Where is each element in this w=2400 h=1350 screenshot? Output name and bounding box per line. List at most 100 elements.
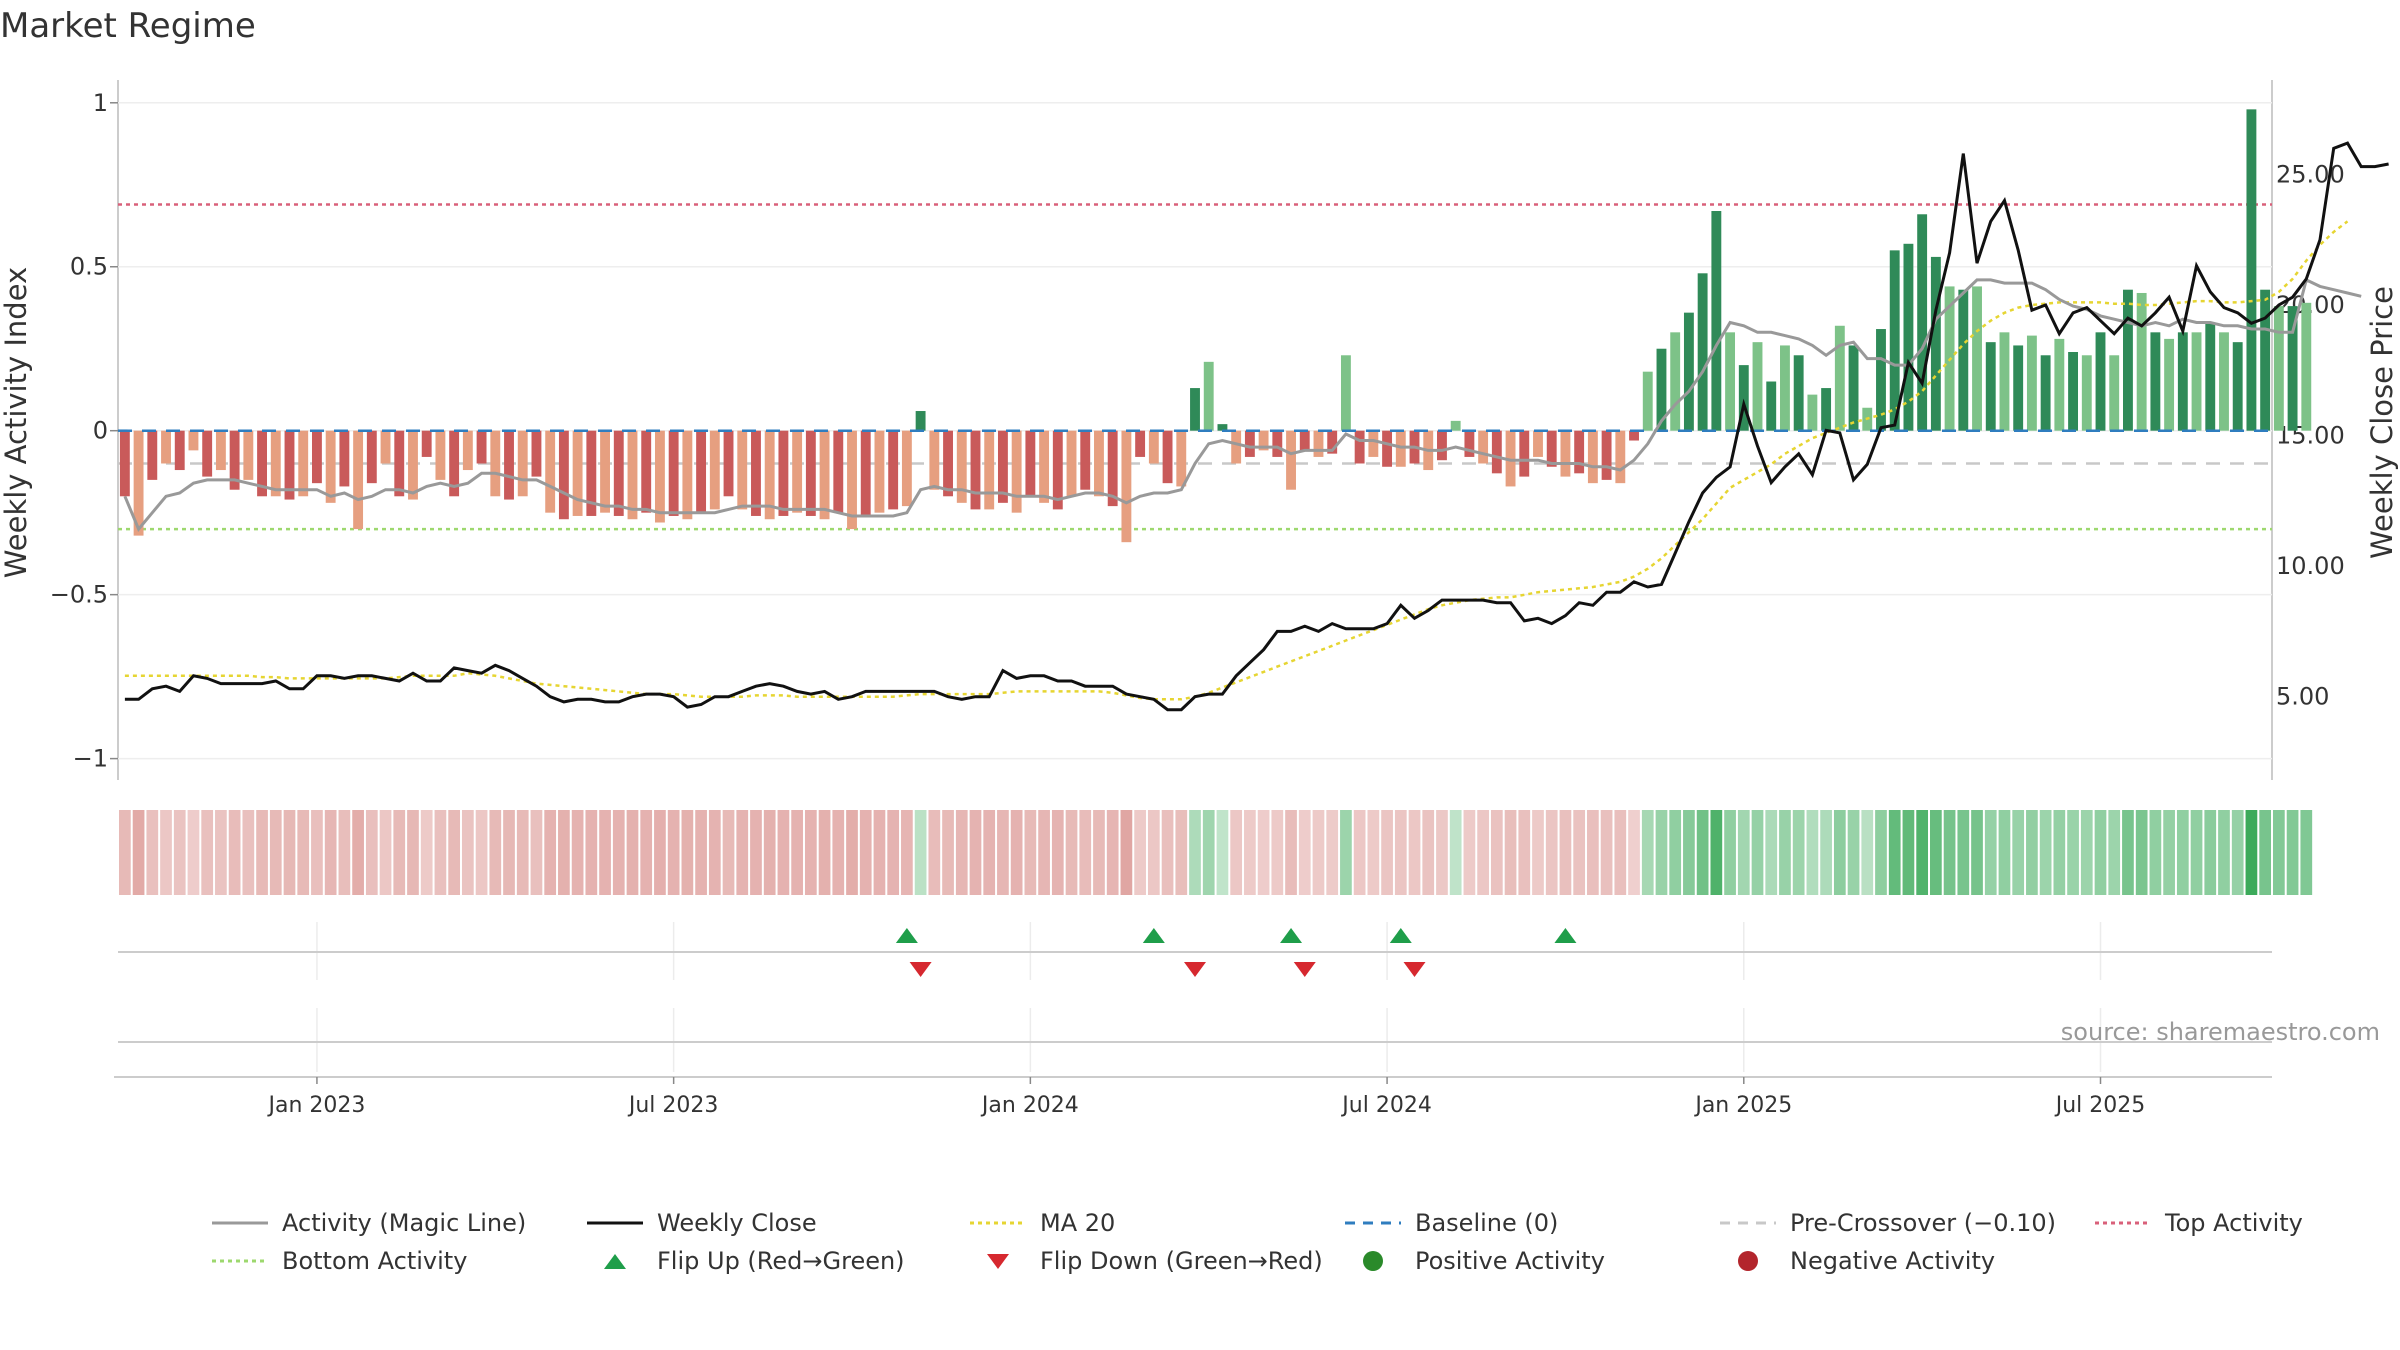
regime-strip-cell bbox=[1655, 810, 1668, 895]
flip-down-marker bbox=[1293, 962, 1316, 977]
activity-bar bbox=[1121, 430, 1132, 543]
regime-strip-cell bbox=[215, 810, 227, 895]
activity-bar bbox=[1738, 365, 1749, 431]
regime-strip-cell bbox=[736, 810, 749, 895]
regime-strip-cell bbox=[928, 810, 941, 895]
activity-bar bbox=[435, 430, 446, 480]
y-left-tick-label: 1 bbox=[93, 89, 108, 117]
regime-strip-cell bbox=[1916, 810, 1929, 895]
activity-bar bbox=[682, 430, 693, 520]
x-tick-label: Jul 2024 bbox=[1340, 1093, 1432, 1118]
regime-strip-cell bbox=[1463, 810, 1476, 895]
legend-item: Positive Activity bbox=[1343, 1243, 1605, 1279]
activity-bar bbox=[1382, 430, 1393, 467]
legend-label: Top Activity bbox=[2165, 1209, 2303, 1237]
regime-strip-cell bbox=[530, 810, 543, 895]
regime-strip-cell bbox=[1984, 810, 1997, 895]
activity-bar bbox=[188, 430, 199, 451]
activity-bar bbox=[2136, 292, 2147, 431]
regime-strip-cell bbox=[1353, 810, 1366, 895]
activity-bar bbox=[2219, 332, 2229, 431]
regime-strip-cell bbox=[654, 810, 666, 895]
regime-strip-cell bbox=[2012, 810, 2025, 895]
activity-bar bbox=[1670, 332, 1681, 431]
regime-strip-cell bbox=[558, 810, 570, 895]
regime-strip-cell bbox=[1120, 810, 1133, 895]
regime-strip-cell bbox=[2026, 810, 2038, 895]
activity-bar bbox=[545, 430, 556, 513]
regime-strip-cell bbox=[2190, 810, 2203, 895]
x-tick-label: Jan 2023 bbox=[266, 1093, 365, 1118]
legend-label: Flip Down (Green→Red) bbox=[1040, 1247, 1323, 1275]
legend-item: Weekly Close bbox=[585, 1205, 817, 1241]
activity-bar bbox=[394, 430, 405, 497]
regime-strip-cell bbox=[599, 810, 611, 895]
regime-strip-cell bbox=[228, 810, 241, 895]
regime-strip-cell bbox=[1436, 810, 1448, 895]
activity-bar bbox=[641, 430, 652, 513]
activity-bar bbox=[1066, 430, 1077, 497]
activity-bar bbox=[1176, 430, 1187, 487]
regime-strip-cell bbox=[160, 810, 172, 895]
activity-bar bbox=[929, 430, 940, 490]
regime-strip-cell bbox=[1737, 810, 1750, 895]
regime-strip-cell bbox=[365, 810, 378, 895]
legend-item: MA 20 bbox=[968, 1205, 1115, 1241]
activity-bar bbox=[984, 430, 995, 510]
regime-strip-cell bbox=[1202, 810, 1215, 895]
regime-strip-cell bbox=[1312, 810, 1325, 895]
legend-symbol bbox=[1343, 1251, 1415, 1271]
regime-strip-cell bbox=[859, 810, 872, 895]
activity-bar bbox=[174, 430, 185, 471]
flip-up-marker bbox=[1389, 928, 1412, 943]
regime-strip-cell bbox=[1038, 810, 1050, 895]
legend-label: Bottom Activity bbox=[282, 1247, 468, 1275]
activity-bar bbox=[1258, 430, 1269, 451]
activity-bar bbox=[270, 430, 281, 497]
regime-strip-cell bbox=[846, 810, 858, 895]
legend-label: Flip Up (Red→Green) bbox=[657, 1247, 905, 1275]
flip-down-marker bbox=[1184, 962, 1206, 977]
regime-strip-cell bbox=[1902, 810, 1915, 895]
flip-up-marker bbox=[1142, 928, 1165, 943]
activity-bar bbox=[202, 430, 213, 477]
regime-strip-cell bbox=[887, 810, 900, 895]
regime-strip-cell bbox=[516, 810, 529, 895]
activity-bar bbox=[1683, 312, 1694, 431]
activity-bar bbox=[600, 430, 610, 513]
activity-bar bbox=[1450, 420, 1461, 431]
activity-bar bbox=[1766, 381, 1777, 431]
regime-strip-cell bbox=[626, 810, 639, 895]
regime-strip-cell bbox=[1065, 810, 1078, 895]
regime-strip-cell bbox=[119, 810, 131, 895]
regime-strip-cell bbox=[1244, 810, 1256, 895]
activity-bar bbox=[1011, 430, 1022, 513]
activity-bar bbox=[1574, 430, 1585, 474]
activity-bar bbox=[915, 411, 926, 431]
activity-bar bbox=[956, 430, 967, 503]
regime-strip-cell bbox=[1806, 810, 1819, 895]
activity-bar bbox=[709, 430, 720, 510]
regime-strip-cell bbox=[1079, 810, 1092, 895]
regime-strip-cell bbox=[2231, 810, 2244, 895]
regime-strip-cell bbox=[283, 810, 296, 895]
activity-bar bbox=[1876, 329, 1886, 431]
regime-strip-cell bbox=[1490, 810, 1503, 895]
regime-strip-cell bbox=[475, 810, 488, 895]
regime-strip-cell bbox=[420, 810, 433, 895]
activity-bar bbox=[1148, 430, 1159, 464]
activity-bar bbox=[2246, 109, 2257, 431]
activity-bar bbox=[1094, 430, 1104, 497]
regime-strip-cell bbox=[434, 810, 447, 895]
regime-strip-cell bbox=[2300, 810, 2313, 895]
legend-symbol bbox=[210, 1251, 282, 1271]
activity-bar bbox=[1656, 348, 1667, 431]
activity-bar bbox=[1231, 430, 1242, 464]
regime-strip-cell bbox=[311, 810, 323, 895]
regime-strip-cell bbox=[1614, 810, 1627, 895]
legend-label: MA 20 bbox=[1040, 1209, 1116, 1237]
y-axis-right-title: Weekly Close Price bbox=[2365, 286, 2399, 559]
activity-bar bbox=[1272, 430, 1283, 457]
activity-bar bbox=[2205, 322, 2216, 431]
activity-bar bbox=[1752, 342, 1763, 431]
